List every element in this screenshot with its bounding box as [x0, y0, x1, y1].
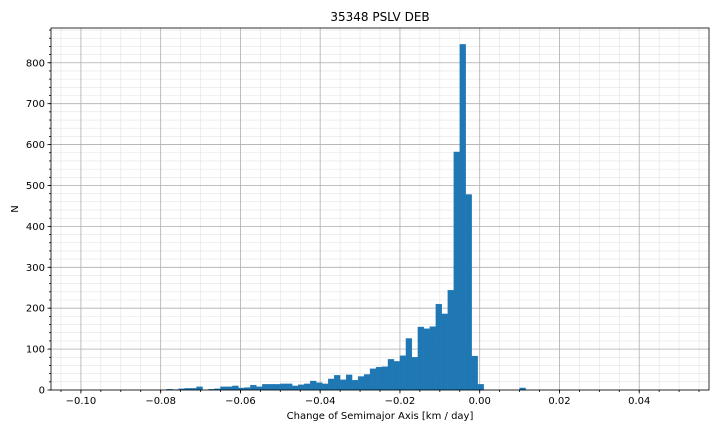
histogram-bar — [339, 379, 347, 391]
histogram-bar — [465, 194, 472, 391]
y-tick-label: 800 — [26, 58, 45, 69]
y-tick-label: 400 — [26, 222, 45, 233]
histogram-bar — [310, 380, 317, 391]
histogram-bar — [435, 303, 442, 391]
y-tick-label: 0 — [39, 386, 45, 397]
x-tick-label: 0.04 — [628, 396, 650, 407]
histogram-bar — [387, 359, 395, 391]
histogram-bar — [256, 386, 263, 391]
y-tick-label: 600 — [26, 140, 45, 151]
histogram-bar — [226, 386, 233, 391]
histogram-bar — [232, 385, 239, 391]
x-axis-title: Change of Semimajor Axis [km / day] — [287, 411, 474, 422]
histogram-bar — [381, 366, 389, 391]
histogram-bar — [298, 384, 305, 391]
histogram-bar — [304, 383, 311, 391]
histogram-bar — [220, 386, 227, 391]
histogram-bar — [423, 328, 430, 391]
histogram-bar — [333, 375, 341, 391]
x-tick-label: −0.06 — [225, 396, 256, 407]
histogram-bar — [292, 385, 299, 391]
histogram-bar — [357, 376, 365, 391]
histogram-bar — [393, 361, 401, 391]
histogram-bar — [447, 290, 454, 391]
histogram-bar — [399, 355, 407, 391]
chart-title: 35348 PSLV DEB — [330, 10, 429, 24]
histogram-bar — [196, 386, 203, 391]
x-tick-label: −0.08 — [145, 396, 176, 407]
grid-lines — [51, 28, 709, 391]
histogram-bar — [459, 44, 466, 391]
histogram-bar — [286, 383, 293, 391]
histogram-bar — [453, 151, 460, 391]
y-axis-title: N — [10, 205, 21, 212]
histogram-bar — [441, 313, 448, 391]
x-tick-label: 0.00 — [469, 396, 491, 407]
y-tick-label: 500 — [26, 181, 45, 192]
histogram-bar — [369, 368, 377, 391]
histogram-bar — [471, 355, 478, 391]
histogram-bar — [477, 384, 484, 391]
histogram-bar — [262, 384, 269, 391]
histogram-bar — [405, 338, 413, 391]
y-tick-label: 100 — [26, 345, 45, 356]
x-tick-label: 0.02 — [548, 396, 570, 407]
histogram-bar — [345, 374, 353, 391]
histogram-bar — [417, 326, 425, 391]
histogram-bar — [268, 384, 275, 391]
axis-ticks: −0.10 −0.08 −0.06 −0.04 −0.02 0.00 0.02 0.04 0 10… — [26, 29, 700, 407]
x-tick-label: −0.10 — [66, 396, 97, 407]
x-tick-label: −0.04 — [305, 396, 336, 407]
histogram-bar — [250, 384, 257, 391]
histogram-bar — [274, 384, 281, 391]
y-tick-label: 200 — [26, 304, 45, 315]
histogram-bar — [322, 383, 329, 391]
x-tick-label: −0.02 — [385, 396, 416, 407]
histogram-bars — [166, 44, 526, 391]
y-tick-label: 700 — [26, 99, 45, 110]
histogram-bar — [351, 380, 359, 391]
y-tick-label: 300 — [26, 263, 45, 274]
histogram-bar — [375, 366, 383, 391]
histogram-bar — [411, 357, 419, 391]
histogram-bar — [328, 378, 335, 391]
histogram-bar — [316, 382, 323, 391]
histogram-bar — [280, 383, 287, 391]
histogram-bar — [429, 326, 436, 391]
histogram-bar — [363, 374, 371, 391]
